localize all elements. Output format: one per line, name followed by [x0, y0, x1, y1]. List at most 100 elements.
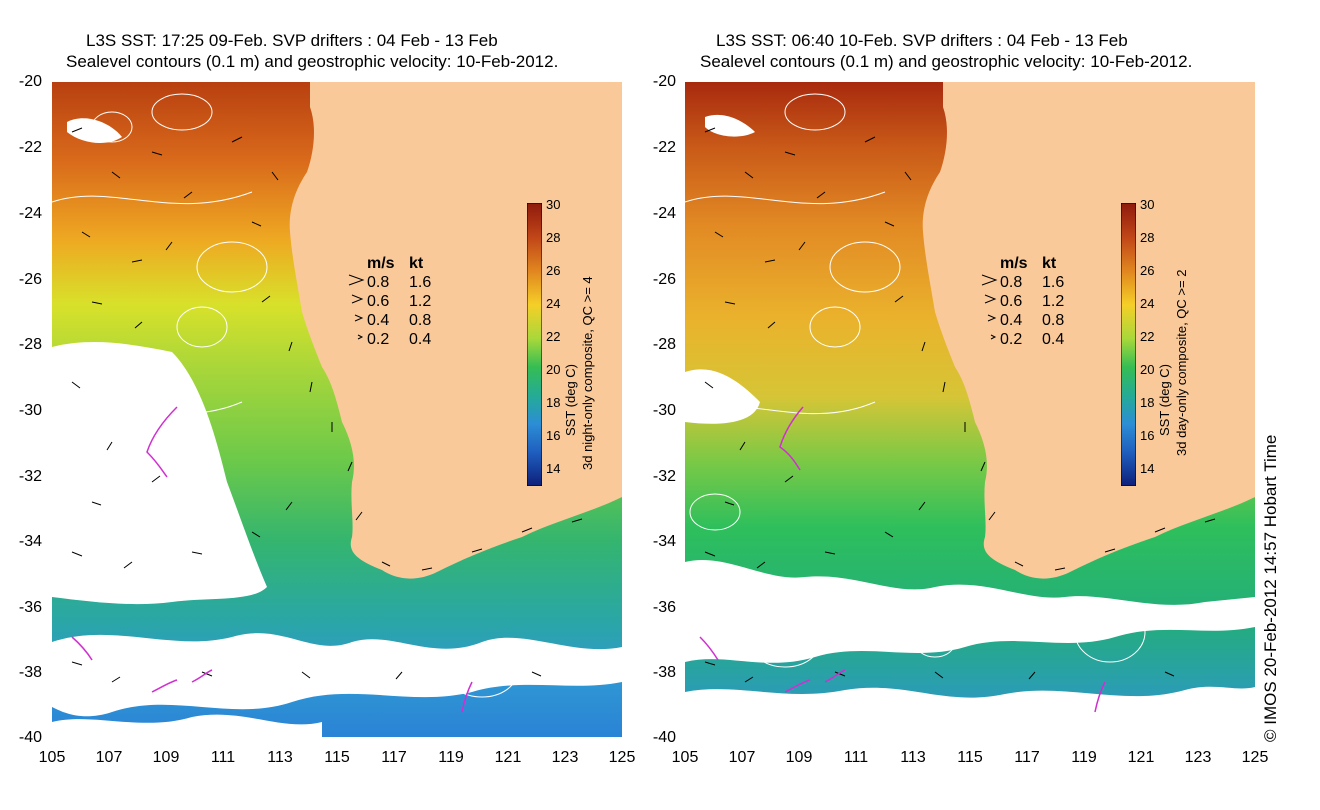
lat-tick: -24	[652, 205, 676, 222]
colorbar-tick: 18	[546, 395, 561, 410]
lon-tick: 123	[551, 749, 579, 766]
legend-ms-value: 0.6	[367, 293, 390, 310]
arrow-small-icon	[978, 311, 1000, 330]
lon-tick: 121	[1127, 749, 1155, 766]
lat-tick: -30	[652, 402, 676, 419]
lat-tick: -34	[18, 533, 42, 550]
lon-tick: 119	[1071, 749, 1097, 766]
colorbar-tick: 22	[546, 329, 561, 344]
legend-row: 0.8 1.6	[345, 273, 449, 292]
colorbar-tick: 30	[546, 197, 561, 212]
legend-ms-value: 0.2	[367, 331, 390, 348]
legend-kt-value: 1.2	[1042, 293, 1065, 310]
left-cloud-region	[52, 633, 622, 717]
lon-tick: 121	[494, 749, 522, 766]
colorbar-tick: 26	[1140, 263, 1155, 278]
lat-tick: -40	[652, 729, 676, 746]
legend-row: 0.6 1.2	[978, 292, 1082, 311]
right-title-line2: Sealevel contours (0.1 m) and geostrophi…	[700, 52, 1193, 71]
lon-tick: 111	[210, 749, 236, 766]
legend-row: 0.2 0.4	[345, 330, 449, 349]
colorbar-tick: 14	[1140, 461, 1155, 476]
lon-tick: 109	[152, 749, 180, 766]
lon-tick: 113	[900, 749, 926, 766]
lat-tick: -22	[652, 139, 676, 156]
lon-tick: 115	[957, 749, 983, 766]
arrow-medium-icon	[978, 292, 1000, 311]
right-cloud-region	[685, 686, 1255, 737]
colorbar-tick: 28	[1140, 230, 1155, 245]
left-cloud-region	[67, 118, 122, 144]
legend-header: m/s kt	[345, 254, 449, 273]
legend-ms-value: 0.4	[367, 312, 390, 329]
lon-tick: 125	[1241, 749, 1269, 766]
legend-row: 0.6 1.2	[345, 292, 449, 311]
legend-kt-value: 0.4	[1042, 331, 1065, 348]
right-sst-map-svg	[685, 82, 1255, 737]
lat-tick: -38	[652, 664, 676, 681]
lon-tick: 111	[843, 749, 869, 766]
lat-tick: -36	[18, 599, 42, 616]
legend-kt-value: 1.2	[409, 293, 432, 310]
legend-kt-value: 0.4	[409, 331, 432, 348]
lon-tick: 109	[785, 749, 813, 766]
legend-ms-value: 0.2	[1000, 331, 1023, 348]
colorbar-tick: 30	[1140, 197, 1155, 212]
lon-tick: 125	[608, 749, 636, 766]
left-velocity-arrows	[71, 127, 583, 683]
right-drifter-tracks	[699, 406, 1106, 713]
lat-tick: -26	[18, 271, 42, 288]
lat-tick: -34	[652, 533, 676, 550]
colorbar-tick: 20	[546, 362, 561, 377]
arrow-large-icon	[345, 273, 367, 292]
right-land-australia	[922, 82, 1255, 579]
legend-kt-value: 0.8	[1042, 312, 1065, 329]
arrow-large-icon	[978, 273, 1000, 292]
left-colorbar-gradient	[527, 203, 542, 486]
legend-row: 0.8 1.6	[978, 273, 1082, 292]
legend-kt-value: 1.6	[409, 274, 432, 291]
lon-tick: 113	[267, 749, 293, 766]
right-cloud-region	[685, 559, 1255, 663]
legend-header-kt: kt	[1042, 255, 1057, 272]
lat-tick: -20	[18, 73, 42, 90]
legend-header-ms: m/s	[1000, 255, 1028, 272]
legend-ms-value: 0.6	[1000, 293, 1023, 310]
legend-ms-value: 0.8	[367, 274, 390, 291]
imos-credit: © IMOS 20-Feb-2012 14:57 Hobart Time	[1261, 434, 1280, 742]
right-title-line1: L3S SST: 06:40 10-Feb. SVP drifters : 04…	[716, 31, 1128, 50]
colorbar-tick: 24	[1140, 296, 1155, 311]
lat-tick: -20	[652, 73, 676, 90]
colorbar-tick: 16	[1140, 428, 1155, 443]
lon-tick: 105	[671, 749, 699, 766]
lon-tick: 107	[728, 749, 756, 766]
lat-tick: -28	[18, 336, 42, 353]
colorbar-tick: 20	[1140, 362, 1155, 377]
right-velocity-legend: m/s kt 0.8 1.6 0.6 1.2 0.4 0.8 0.2 0.4	[978, 254, 1082, 349]
lon-tick: 107	[95, 749, 123, 766]
legend-row: 0.4 0.8	[978, 311, 1082, 330]
lon-tick: 123	[1184, 749, 1212, 766]
colorbar-tick: 14	[546, 461, 561, 476]
lat-tick: -28	[652, 336, 676, 353]
legend-header-ms: m/s	[367, 255, 395, 272]
left-cloud-region	[52, 714, 322, 737]
arrow-medium-icon	[345, 292, 367, 311]
legend-ms-value: 0.4	[1000, 312, 1023, 329]
right-colorbar-gradient	[1121, 203, 1136, 486]
lat-tick: -22	[18, 139, 42, 156]
lat-tick: -36	[652, 599, 676, 616]
lat-tick: -32	[652, 468, 676, 485]
right-cloud-region	[705, 114, 755, 137]
lat-tick: -30	[18, 402, 42, 419]
lat-tick: -40	[18, 729, 42, 746]
colorbar-tick: 22	[1140, 329, 1155, 344]
left-title-line2: Sealevel contours (0.1 m) and geostrophi…	[66, 52, 559, 71]
right-velocity-arrows	[704, 127, 1216, 683]
arrow-tiny-icon	[345, 330, 367, 349]
legend-row: 0.4 0.8	[345, 311, 449, 330]
colorbar-tick: 24	[546, 296, 561, 311]
legend-header-kt: kt	[409, 255, 424, 272]
right-cloud-region	[685, 369, 760, 424]
left-velocity-legend: m/s kt 0.8 1.6 0.6 1.2 0.4 0.8 0.2 0.4	[345, 254, 449, 349]
